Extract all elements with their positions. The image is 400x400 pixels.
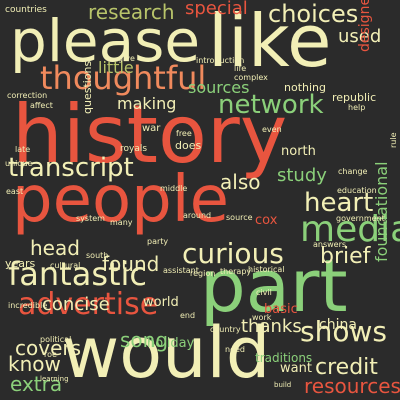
word-region: region bbox=[190, 269, 216, 278]
word-system: system bbox=[76, 214, 105, 223]
word-even: even bbox=[262, 125, 282, 134]
word-build: build bbox=[274, 381, 292, 389]
word-basic: basic bbox=[264, 302, 298, 317]
word-east: east bbox=[6, 187, 24, 196]
word-free: free bbox=[176, 129, 192, 138]
word-like: like bbox=[208, 0, 332, 83]
word-around: around bbox=[183, 211, 212, 220]
word-history: history bbox=[12, 88, 288, 181]
word-source: source bbox=[226, 213, 253, 222]
word-historical: historical bbox=[248, 265, 285, 274]
word-years: years bbox=[5, 257, 36, 270]
word-special: special bbox=[185, 0, 248, 19]
word-middle: middle bbox=[160, 184, 188, 193]
word-complex: complex bbox=[234, 73, 268, 82]
word-resources: resources bbox=[304, 374, 400, 398]
word-royals: royals bbox=[120, 144, 148, 154]
word-therapy: therapy bbox=[220, 267, 252, 276]
word-song: song bbox=[120, 328, 169, 352]
word-little: little bbox=[98, 58, 134, 77]
word-life: life bbox=[234, 64, 247, 73]
word-north: north bbox=[281, 144, 316, 159]
word-found: found bbox=[102, 252, 160, 276]
word-would: would bbox=[62, 312, 271, 394]
word-world: world bbox=[143, 295, 179, 310]
word-advertise: advertise bbox=[18, 287, 159, 322]
word-sources: sources bbox=[188, 78, 250, 97]
word-thanks: thanks bbox=[241, 316, 302, 337]
word-does: does bbox=[175, 139, 202, 152]
word-war: war bbox=[142, 123, 161, 134]
word-shows: shows bbox=[300, 315, 387, 348]
word-thoughtful: thoughtful bbox=[40, 59, 207, 97]
word-extra: extra bbox=[10, 372, 63, 396]
word-media: media bbox=[300, 209, 400, 250]
word-research: research bbox=[88, 0, 175, 24]
word-work: work bbox=[252, 313, 272, 322]
word-credit: credit bbox=[315, 355, 378, 380]
word-also: also bbox=[220, 170, 261, 194]
word-late: late bbox=[15, 145, 31, 154]
word-designed: designed bbox=[357, 0, 373, 52]
word-country: country bbox=[210, 325, 241, 334]
word-part: part bbox=[200, 244, 348, 328]
word-fantastic: fantastic bbox=[8, 255, 148, 293]
word-head: head bbox=[30, 236, 80, 260]
word-study: study bbox=[277, 165, 327, 186]
word-south: south bbox=[86, 251, 109, 260]
word-education: education bbox=[337, 186, 377, 195]
word-end: end bbox=[180, 311, 196, 320]
word-unique: unique bbox=[5, 159, 33, 168]
word-correction: correction bbox=[7, 91, 48, 100]
word-civil: civil bbox=[256, 288, 272, 297]
word-learning: learning bbox=[40, 375, 69, 383]
word-give: give bbox=[118, 54, 135, 63]
word-questions: questions bbox=[81, 60, 94, 114]
word-republic: republic bbox=[332, 91, 377, 104]
word-cox: cox bbox=[255, 213, 278, 228]
word-china: china bbox=[319, 317, 357, 333]
word-holiday: holiday bbox=[147, 336, 195, 351]
word-making: making bbox=[117, 94, 177, 113]
word-countries: countries bbox=[5, 5, 47, 15]
word-change: change bbox=[338, 167, 368, 176]
word-covers: covers bbox=[15, 336, 82, 360]
word-political: political bbox=[40, 335, 72, 344]
word-please: please bbox=[10, 7, 201, 75]
word-nothing: nothing bbox=[284, 81, 326, 94]
word-government: government bbox=[336, 214, 385, 223]
word-introduction: introduction bbox=[196, 56, 245, 65]
word-rule: rule bbox=[389, 132, 398, 148]
word-choices: choices bbox=[268, 0, 359, 28]
word-brief: brief bbox=[320, 244, 371, 269]
word-assistant: assistant bbox=[163, 266, 199, 275]
word-curious: curious bbox=[182, 237, 284, 270]
word-traditions: traditions bbox=[255, 351, 313, 365]
word-incredible: incredible bbox=[8, 301, 48, 310]
word-cultural: cultural bbox=[50, 261, 81, 270]
word-network: network bbox=[218, 90, 324, 120]
word-party: party bbox=[147, 237, 169, 246]
word-people: people bbox=[12, 163, 229, 237]
word-need: need bbox=[225, 345, 245, 354]
word-know: know bbox=[8, 352, 61, 376]
word-many: many bbox=[110, 218, 133, 227]
word-answers: answers bbox=[313, 240, 347, 249]
word-want: want bbox=[280, 361, 312, 376]
word-concise: concise bbox=[42, 294, 110, 315]
word-foundational: foundational bbox=[372, 161, 391, 262]
word-used: used bbox=[338, 26, 382, 47]
word-heart: heart bbox=[304, 188, 374, 218]
word-help: help bbox=[348, 103, 366, 112]
word-transcript: transcript bbox=[8, 153, 134, 183]
word-affect: affect bbox=[30, 101, 53, 110]
word-roe: roe bbox=[44, 350, 57, 359]
